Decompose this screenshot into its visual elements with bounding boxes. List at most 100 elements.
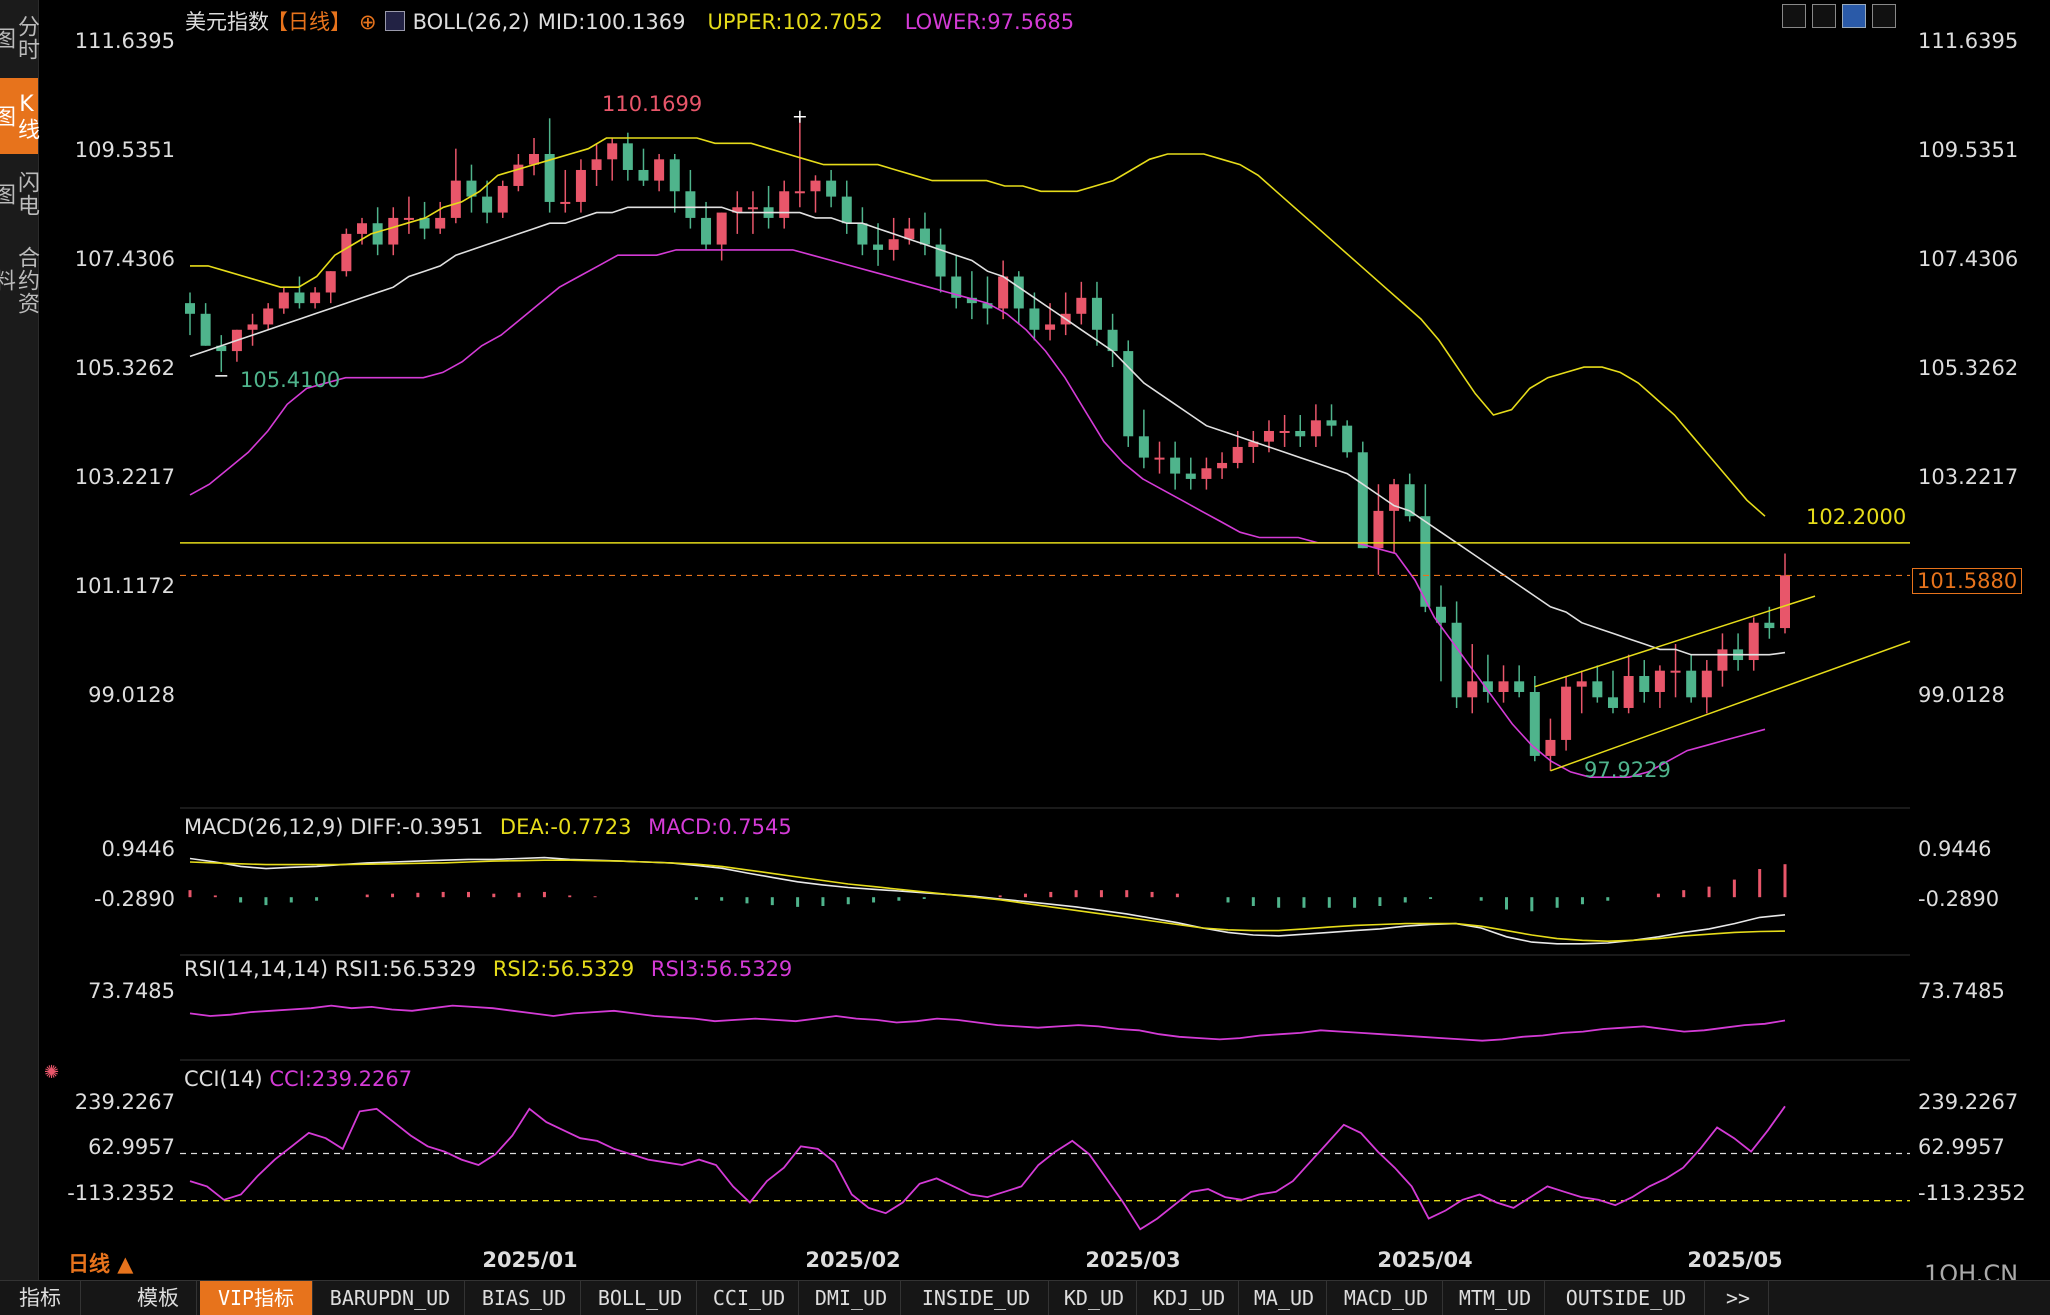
rsi-header: RSI(14,14,14) RSI1:56.5329 RSI2:56.5329 … [184,957,792,981]
candle-body [216,345,227,352]
candle-body [1045,324,1056,330]
tab-more[interactable]: >> [1708,1281,1769,1315]
candle-body [904,228,915,240]
candle-body [450,180,461,218]
cci-tick-left: 239.2267 [74,1090,175,1114]
candle-body [310,292,321,304]
macd-tick-left: -0.2890 [93,887,175,911]
tab-barupdn[interactable]: BARUPDN_UD [316,1281,465,1315]
candle-body [1717,649,1728,671]
sidebar-tab-kline[interactable]: K线图 [0,78,39,154]
draw-tool-icon[interactable] [1842,4,1866,28]
candle-body [794,191,805,194]
candle-body [841,196,852,224]
candle-body [1420,516,1431,607]
tab-vip[interactable]: VIP指标 [200,1281,313,1315]
tab-bias[interactable]: BIAS_UD [468,1281,581,1315]
macd-title: MACD(26,12,9) [184,815,344,839]
tab-mtm[interactable]: MTM_UD [1446,1281,1545,1315]
candle-body [341,233,352,272]
candle-body [357,223,368,234]
candle-body [575,169,586,202]
candle-body [1748,622,1759,661]
x-tick: 2025/05 [1687,1248,1783,1272]
macd-tick-right: -0.2890 [1918,887,2000,911]
candle-body [1467,681,1478,698]
candle-body [1310,420,1321,437]
candle-body [951,276,962,298]
tab-ma[interactable]: MA_UD [1242,1281,1327,1315]
candle-body [1029,308,1040,330]
candle-body [247,324,258,330]
tab-boll[interactable]: BOLL_UD [584,1281,697,1315]
tab-kdj[interactable]: KDJ_UD [1140,1281,1239,1315]
layout-tool-icon[interactable] [1872,4,1896,28]
candle-body [325,271,336,293]
candle-tool-icon[interactable] [1812,4,1836,28]
candle-body [654,159,665,181]
low-price-label: 105.4100 [240,368,341,392]
candles-layer [185,116,1790,771]
lines-layer [180,137,1911,1061]
candle-body [419,217,430,229]
tab-kd[interactable]: KD_UD [1052,1281,1137,1315]
candle-body [1482,681,1493,692]
candle-body [1295,430,1306,437]
rsi1-value: RSI1:56.5329 [334,957,477,981]
candle-body [638,169,649,181]
candle-body [403,217,414,220]
tab-indicator[interactable]: 指标 [0,1281,81,1315]
candle-body [1326,420,1337,426]
cci-tick-left: 62.9957 [88,1135,175,1159]
x-tick: 2025/02 [805,1248,901,1272]
x-tick: 2025/04 [1377,1248,1473,1272]
candle-body [1373,510,1384,549]
candle-body [747,207,758,210]
sidebar-tab-flash[interactable]: 闪电图 [0,171,39,217]
cci-tick-right: 239.2267 [1918,1090,2019,1114]
settings-dot-icon[interactable]: ✺ [44,1062,60,1083]
instrument-name: 美元指数 [185,10,269,34]
tab-template[interactable]: 模板 [120,1281,197,1315]
candle-body [1670,670,1681,673]
candle-body [185,303,195,314]
period-selector[interactable]: 日线 ▲ [68,1252,134,1276]
candle-body [1389,484,1400,511]
y-tick-left: 101.1172 [74,574,175,598]
candle-body [1701,670,1712,698]
candle-body [1342,425,1353,453]
low-price-label-2: 97.9229 [1584,758,1671,782]
candle-body [779,191,790,218]
candle-body [1764,622,1775,629]
candle-body [1123,351,1134,437]
tab-inside[interactable]: INSIDE_UD [904,1281,1049,1315]
boll-icon[interactable] [384,11,405,31]
candle-body [1545,739,1556,756]
candle-body [1185,473,1196,479]
boll-mid-line [189,206,1786,656]
tab-cci[interactable]: CCI_UD [700,1281,799,1315]
candle-body [873,244,884,250]
sidebar-tab-timeshare[interactable]: 分时图 [0,15,39,61]
candle-body [1357,452,1368,549]
candle-body [513,164,524,186]
tab-dmi[interactable]: DMI_UD [802,1281,901,1315]
macd-dea: DEA:-0.7723 [499,815,632,839]
cci-value: CCI:239.2267 [269,1067,413,1091]
candle-body [888,239,899,250]
sidebar-tab-contract[interactable]: 合约资料 [0,245,39,315]
macd-value: MACD:0.7545 [648,815,792,839]
grid-tool-icon[interactable] [1782,4,1806,28]
candle-body [1639,676,1650,692]
tab-outside[interactable]: OUTSIDE_UD [1548,1281,1705,1315]
candle-body [294,292,305,304]
rsi-layer [189,1004,1786,1042]
candle-body [1576,681,1587,687]
y-tick-left: 99.0128 [88,683,175,707]
candle-body [935,244,946,277]
crosshair-icon[interactable]: ⊕ [359,10,377,34]
candle-body [435,217,446,229]
tab-macd[interactable]: MACD_UD [1330,1281,1443,1315]
